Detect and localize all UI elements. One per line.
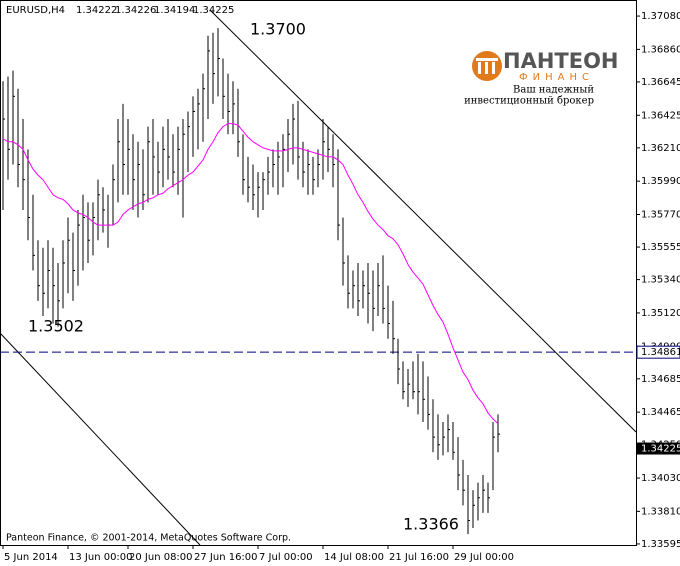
- level-label-box: [636, 345, 680, 359]
- y-tick-label: 1.34030: [641, 473, 680, 484]
- ohlc-open: 1.34222: [76, 5, 117, 16]
- logo-column: [485, 62, 488, 74]
- y-tick-label: 1.35340: [641, 275, 680, 286]
- logo-sub: ФИНАНС: [519, 72, 594, 83]
- y-tick-label: 1.36425: [641, 110, 680, 121]
- copyright: Panteon Finance, © 2001-2014, MetaQuotes…: [6, 533, 291, 544]
- y-tick-label: 1.34685: [641, 374, 680, 385]
- logo-column: [492, 62, 495, 74]
- x-tick-label: 7 Jul 00:00: [259, 552, 313, 563]
- x-tick-label: 27 Jun 16:00: [194, 552, 258, 563]
- y-tick-label: 1.34465: [641, 407, 680, 418]
- plot-frame: [0, 0, 637, 546]
- logo-tagline: Ваш надежный: [513, 85, 594, 96]
- x-tick-label: 29 Jul 00:00: [454, 552, 514, 563]
- y-tick-label: 1.36210: [641, 143, 680, 154]
- ohlc-close: 1.34225: [193, 5, 234, 16]
- y-tick-label: 1.37080: [641, 11, 680, 22]
- symbol: EURUSD,H4: [6, 5, 65, 16]
- ohlc-high: 1.34226: [115, 5, 156, 16]
- y-tick-label: 1.35990: [641, 176, 680, 187]
- logo: ПАНТЕОН ФИНАНС Ваш надежный инвестиционн…: [464, 49, 618, 107]
- annotation: 1.3700: [250, 20, 306, 39]
- trend-line: [0, 332, 201, 546]
- x-tick-label: 14 Jul 08:00: [324, 552, 384, 563]
- y-tick-label: 1.35555: [641, 242, 680, 253]
- y-tick-label: 1.35120: [641, 308, 680, 319]
- level-label: 1.34861: [641, 347, 680, 358]
- x-tick-label: 21 Jul 16:00: [389, 552, 449, 563]
- logo-tagline: инвестиционный брокер: [464, 96, 594, 107]
- logo-column: [478, 62, 481, 74]
- annotation: 1.3366: [403, 515, 459, 534]
- x-tick-label: 13 Jun 00:00: [69, 552, 133, 563]
- x-tick-label: 5 Jun 2014: [4, 552, 58, 563]
- annotation: 1.3502: [28, 317, 84, 336]
- y-tick-label: 1.33810: [641, 506, 680, 517]
- ohlc-low: 1.34194: [154, 5, 195, 16]
- price-marker-label: 1.34225: [641, 444, 680, 455]
- moving-average: [2, 123, 499, 424]
- logo-name: ПАНТЕОН: [503, 49, 619, 73]
- y-tick-label: 1.35770: [641, 209, 680, 220]
- y-tick-label: 1.36645: [641, 77, 680, 88]
- trend-line: [209, 9, 637, 433]
- y-tick-label: 1.33595: [641, 539, 680, 550]
- x-tick-label: 20 Jun 08:00: [129, 552, 193, 563]
- price-marker-box: [637, 442, 680, 455]
- y-tick-label: 1.36860: [641, 44, 680, 55]
- logo-roof: [476, 58, 498, 61]
